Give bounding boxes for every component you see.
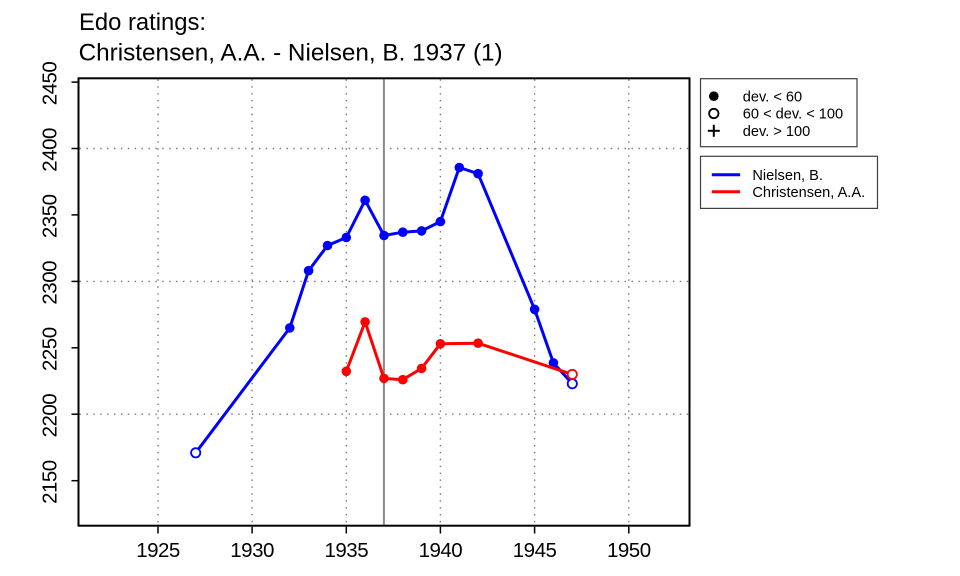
svg-text:2400: 2400 <box>39 128 62 172</box>
svg-text:2200: 2200 <box>39 394 62 438</box>
svg-text:1950: 1950 <box>607 539 651 562</box>
svg-text:Christensen, A.A.: Christensen, A.A. <box>752 185 865 201</box>
svg-text:Christensen, A.A. - Nielsen, B: Christensen, A.A. - Nielsen, B. 1937 (1) <box>79 40 503 67</box>
svg-text:dev. > 100: dev. > 100 <box>743 124 810 140</box>
svg-text:Nielsen, B.: Nielsen, B. <box>752 168 823 184</box>
svg-text:1940: 1940 <box>419 539 463 562</box>
svg-text:2300: 2300 <box>39 261 62 305</box>
svg-text:60 < dev. < 100: 60 < dev. < 100 <box>743 107 843 123</box>
svg-text:Edo ratings:: Edo ratings: <box>79 9 206 36</box>
svg-text:2150: 2150 <box>39 460 62 504</box>
svg-text:1930: 1930 <box>230 539 274 562</box>
svg-text:1925: 1925 <box>136 539 180 562</box>
svg-text:2450: 2450 <box>39 62 62 106</box>
svg-text:1935: 1935 <box>324 539 368 562</box>
svg-text:1945: 1945 <box>513 539 557 562</box>
svg-text:dev. < 60: dev. < 60 <box>743 89 802 105</box>
svg-text:2350: 2350 <box>39 194 62 238</box>
svg-text:2250: 2250 <box>39 327 62 371</box>
